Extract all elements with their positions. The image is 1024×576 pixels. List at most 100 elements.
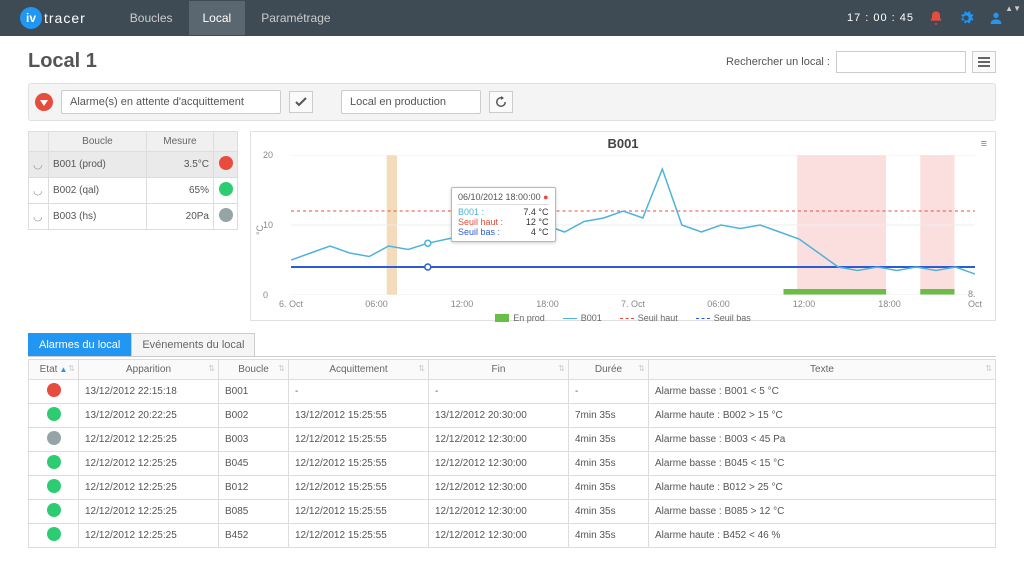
ack-button[interactable] (289, 91, 313, 113)
alarm-apparition: 13/12/2012 22:15:18 (79, 380, 219, 404)
alarm-header[interactable]: Etat▲⇅ (29, 360, 79, 380)
measure-name: B001 (prod) (49, 152, 147, 178)
alarm-header[interactable]: Fin⇅ (429, 360, 569, 380)
alarm-duree: 4min 35s (569, 500, 649, 524)
alarm-fin: - (429, 380, 569, 404)
xtick-label: 6. Oct (279, 299, 303, 309)
title-row: Local 1 Rechercher un local : (28, 44, 996, 83)
legend-item[interactable]: Seuil haut (620, 313, 678, 323)
gear-icon[interactable] (958, 10, 974, 26)
alarm-fin: 12/12/2012 12:30:00 (429, 500, 569, 524)
alarm-apparition: 12/12/2012 12:25:25 (79, 428, 219, 452)
search-input[interactable] (836, 51, 966, 73)
user-icon[interactable] (988, 10, 1004, 26)
alarm-texte: Alarme haute : B012 > 25 °C (649, 476, 996, 500)
alarm-duree: 4min 35s (569, 428, 649, 452)
alarm-ack: 12/12/2012 15:25:55 (289, 524, 429, 548)
alarm-row[interactable]: 12/12/2012 12:25:25 B045 12/12/2012 15:2… (29, 452, 996, 476)
alarm-header[interactable]: Acquittement⇅ (289, 360, 429, 380)
alarm-duree: 4min 35s (569, 524, 649, 548)
tab-alarmes[interactable]: Alarmes du local (28, 333, 131, 356)
alarm-boucle: B045 (219, 452, 289, 476)
alarm-fin: 12/12/2012 12:30:00 (429, 524, 569, 548)
alarm-boucle: B085 (219, 500, 289, 524)
alarm-fin: 12/12/2012 12:30:00 (429, 428, 569, 452)
alarm-boucle: B452 (219, 524, 289, 548)
legend-item[interactable]: En prod (495, 313, 545, 323)
alarm-texte: Alarme haute : B452 < 46 % (649, 524, 996, 548)
nav-boucles[interactable]: Boucles (116, 1, 187, 35)
alarm-header[interactable]: Apparition⇅ (79, 360, 219, 380)
alarm-row[interactable]: 12/12/2012 12:25:25 B452 12/12/2012 15:2… (29, 524, 996, 548)
alarm-duree: 4min 35s (569, 452, 649, 476)
alarm-apparition: 12/12/2012 12:25:25 (79, 476, 219, 500)
mt-h1[interactable]: Boucle (49, 132, 147, 152)
mt-h0[interactable] (29, 132, 49, 152)
alarm-texte: Alarme haute : B002 > 15 °C (649, 404, 996, 428)
list-button[interactable] (972, 51, 996, 73)
tabs: Alarmes du local Evénements du local (28, 333, 996, 357)
alarm-row[interactable]: 12/12/2012 12:25:25 B003 12/12/2012 15:2… (29, 428, 996, 452)
gauge-icon: ◡ (33, 211, 43, 223)
alarm-header[interactable]: Boucle⇅ (219, 360, 289, 380)
alarm-status-dot (47, 431, 61, 445)
xtick-label: 7. Oct (621, 299, 645, 309)
measures-panel: Boucle Mesure ▲▼ ◡ B001 (prod) 3.5°C ◡ B… (28, 131, 238, 321)
refresh-button[interactable] (489, 91, 513, 113)
measure-row[interactable]: ◡ B002 (qal) 65% (29, 178, 238, 204)
tt-label: Seuil bas : (458, 227, 500, 237)
alarm-duree: - (569, 380, 649, 404)
alarm-row[interactable]: 13/12/2012 22:15:18 B001 - - - Alarme ba… (29, 380, 996, 404)
alarm-status-dot (47, 527, 61, 541)
chart-body[interactable]: °C 06/10/2012 18:00:00 ● B001 :7.4 °CSeu… (291, 155, 975, 295)
clock: 17 : 00 : 45 (847, 12, 914, 24)
alarm-ack: 12/12/2012 15:25:55 (289, 500, 429, 524)
legend-item[interactable]: Seuil bas (696, 313, 751, 323)
gauge-icon: ◡ (33, 185, 43, 197)
measure-value: 3.5°C (146, 152, 213, 178)
measure-name: B002 (qal) (49, 178, 147, 204)
xtick-label: 12:00 (793, 299, 816, 309)
nav-parametrage[interactable]: Paramétrage (247, 1, 344, 35)
alarm-duree: 4min 35s (569, 476, 649, 500)
alarm-header[interactable]: Texte⇅ (649, 360, 996, 380)
search-label: Rechercher un local : (726, 56, 830, 68)
xtick-label: 18:00 (878, 299, 901, 309)
alarm-row[interactable]: 13/12/2012 20:22:25 B002 13/12/2012 15:2… (29, 404, 996, 428)
mt-h3[interactable]: ▲▼ (214, 132, 238, 152)
measure-row[interactable]: ◡ B003 (hs) 20Pa (29, 204, 238, 230)
logo-badge: iv (20, 7, 42, 29)
xtick-label: 06:00 (365, 299, 388, 309)
page-title: Local 1 (28, 50, 97, 73)
alarm-boucle: B012 (219, 476, 289, 500)
nav-local[interactable]: Local (189, 1, 246, 35)
alarm-pending-pill[interactable]: Alarme(s) en attente d'acquittement (61, 90, 281, 114)
legend-label: Seuil haut (638, 313, 678, 323)
measure-row[interactable]: ◡ B001 (prod) 3.5°C (29, 152, 238, 178)
tt-val: 7.4 °C (523, 207, 548, 217)
ytick-label: 20 (263, 150, 273, 160)
alarm-row[interactable]: 12/12/2012 12:25:25 B085 12/12/2012 15:2… (29, 500, 996, 524)
main: Local 1 Rechercher un local : Alarme(s) … (0, 36, 1024, 556)
tab-evenements[interactable]: Evénements du local (131, 333, 255, 356)
measure-value: 65% (146, 178, 213, 204)
alarm-row[interactable]: 12/12/2012 12:25:25 B012 12/12/2012 15:2… (29, 476, 996, 500)
search-wrap: Rechercher un local : (726, 51, 996, 73)
alarm-apparition: 12/12/2012 12:25:25 (79, 500, 219, 524)
xtick-label: 18:00 (536, 299, 559, 309)
legend-item[interactable]: B001 (563, 313, 602, 323)
alarm-duree: 7min 35s (569, 404, 649, 428)
alarm-status-dot (47, 479, 61, 493)
legend-label: Seuil bas (714, 313, 751, 323)
alarm-badge (35, 93, 53, 111)
chart-menu-icon[interactable]: ≡ (981, 138, 987, 150)
alarm-header[interactable]: Durée⇅ (569, 360, 649, 380)
prod-status-pill[interactable]: Local en production (341, 90, 481, 114)
topbar: iv tracer Boucles Local Paramétrage 17 :… (0, 0, 1024, 36)
alarms-table: Etat▲⇅Apparition⇅Boucle⇅Acquittement⇅Fin… (28, 359, 996, 548)
bell-icon[interactable] (928, 10, 944, 26)
alarm-ack: 12/12/2012 15:25:55 (289, 428, 429, 452)
measures-table: Boucle Mesure ▲▼ ◡ B001 (prod) 3.5°C ◡ B… (28, 131, 238, 230)
alarm-apparition: 13/12/2012 20:22:25 (79, 404, 219, 428)
mt-h2[interactable]: Mesure (146, 132, 213, 152)
